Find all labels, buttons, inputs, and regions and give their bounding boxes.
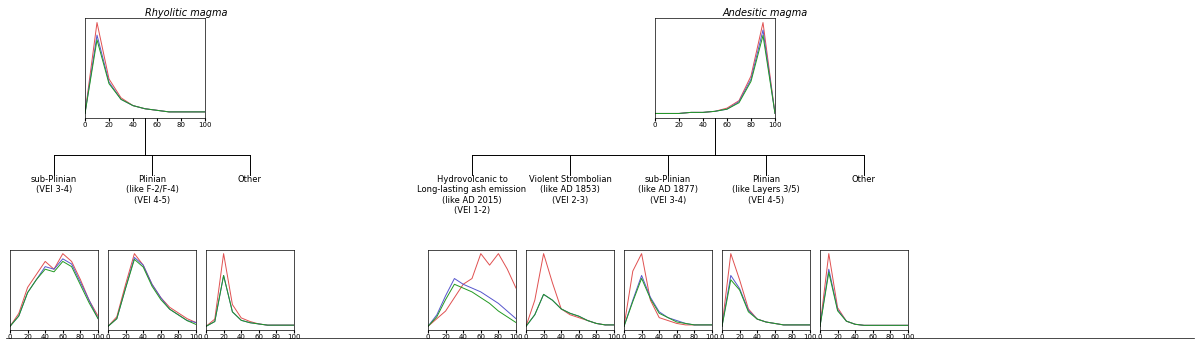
Text: Violent Strombolian
(like AD 1853)
(VEI 2-3): Violent Strombolian (like AD 1853) (VEI …: [528, 175, 612, 205]
Text: Hydrovolcanic to
Long-lasting ash emission
(like AD 2015)
(VEI 1-2): Hydrovolcanic to Long-lasting ash emissi…: [418, 175, 527, 215]
Text: sub-Plinian
(VEI 3-4): sub-Plinian (VEI 3-4): [31, 175, 77, 194]
Text: Rhyolitic magma: Rhyolitic magma: [145, 8, 227, 18]
Text: Plinian
(like F-2/F-4)
(VEI 4-5): Plinian (like F-2/F-4) (VEI 4-5): [126, 175, 179, 205]
Text: Other: Other: [852, 175, 876, 184]
Text: sub-Plinian
(like AD 1877)
(VEI 3-4): sub-Plinian (like AD 1877) (VEI 3-4): [638, 175, 698, 205]
Text: Plinian
(like Layers 3/5)
(VEI 4-5): Plinian (like Layers 3/5) (VEI 4-5): [732, 175, 800, 205]
Text: Other: Other: [238, 175, 262, 184]
Text: Andesitic magma: Andesitic magma: [722, 8, 808, 18]
